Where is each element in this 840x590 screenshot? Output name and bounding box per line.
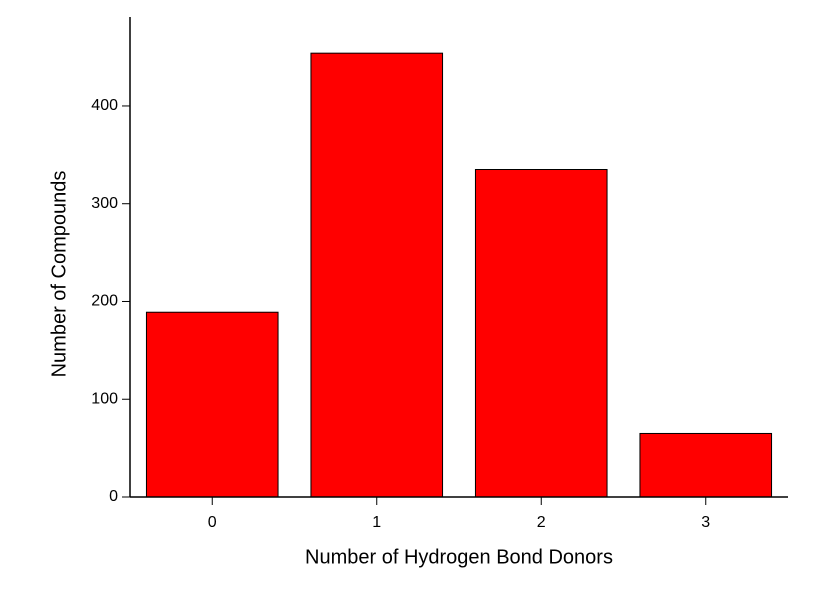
- x-tick-label: 1: [372, 514, 381, 531]
- x-tick-label: 3: [701, 514, 710, 531]
- x-tick-label: 2: [537, 514, 546, 531]
- y-tick-label: 300: [91, 195, 118, 212]
- y-tick-label: 100: [91, 390, 118, 407]
- x-tick-label: 0: [208, 514, 217, 531]
- bar: [639, 432, 773, 498]
- y-axis-label: Number of Compounds: [48, 171, 70, 378]
- x-axis-label: Number of Hydrogen Bond Donors: [305, 546, 613, 568]
- y-tick-label: 200: [91, 293, 118, 310]
- bar: [310, 52, 444, 498]
- bar: [474, 169, 608, 498]
- y-tick-label: 0: [109, 488, 118, 505]
- y-tick-label: 400: [91, 97, 118, 114]
- bar: [145, 311, 279, 498]
